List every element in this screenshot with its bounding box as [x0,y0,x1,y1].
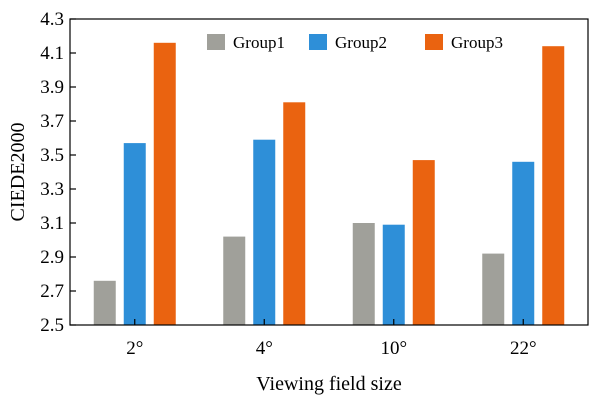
y-axis-title: CIEDE2000 [7,123,29,222]
bar-group3-2 [283,102,306,325]
legend-label-group3: Group3 [451,33,503,52]
legend-swatch-group1 [207,34,225,50]
bar-group3-4 [542,46,565,325]
x-tick-label: 22° [510,338,537,359]
y-axis: 2.5 2.7 2.9 3.1 3.3 3.5 3.7 3.9 4.1 4.3 [40,9,76,336]
bar-group1-1 [93,280,116,325]
bars-layer [93,42,565,326]
y-tick-label: 3.7 [40,111,64,132]
bar-group2-4 [512,161,535,325]
x-tick-label: 2° [126,338,143,359]
y-tick-label: 3.1 [40,213,64,234]
bar-group1-3 [352,223,375,325]
bar-group3-3 [412,160,435,325]
legend-swatch-group3 [425,34,443,50]
x-axis: 2° 4° 10° 22° [126,319,537,359]
x-tick-label: 10° [380,338,407,359]
y-tick-label: 3.3 [40,179,64,200]
bar-group3-1 [153,42,176,326]
bar-group2-1 [123,143,146,325]
x-tick-label: 4° [256,338,273,359]
y-tick-label: 2.9 [40,247,64,268]
y-tick-label: 4.1 [40,43,64,64]
y-tick-label: 3.5 [40,145,64,166]
bar-group2-3 [382,224,405,325]
y-tick-label: 4.3 [40,9,64,30]
plot-frame [69,18,589,326]
legend-label-group1: Group1 [233,33,285,52]
y-tick-label: 3.9 [40,77,64,98]
legend-label-group2: Group2 [335,33,387,52]
x-axis-title: Viewing field size [256,373,402,395]
y-tick-label: 2.7 [40,281,64,302]
legend: Group1 Group2 Group3 [207,33,503,52]
y-tick-label: 2.5 [40,315,64,336]
bar-group2-2 [253,139,276,325]
bar-group1-4 [482,253,505,325]
bar-group1-2 [223,236,246,325]
legend-swatch-group2 [309,34,327,50]
